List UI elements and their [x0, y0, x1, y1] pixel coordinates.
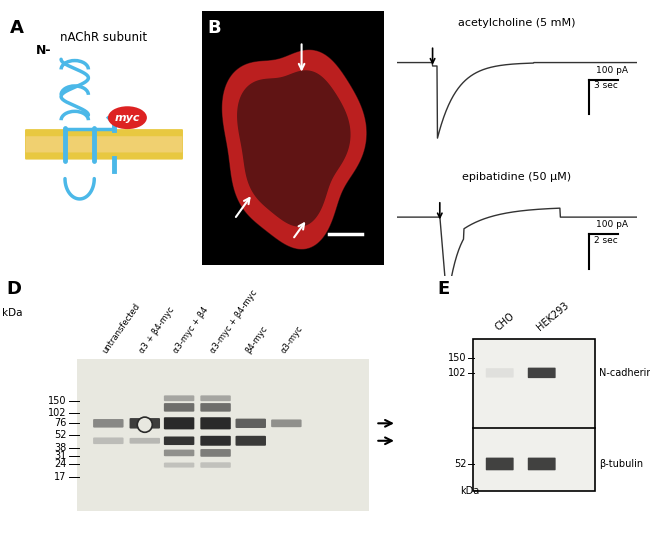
Text: 52: 52 [454, 459, 467, 469]
Text: 3 sec: 3 sec [594, 82, 618, 91]
Bar [77, 359, 369, 511]
Text: 76: 76 [54, 418, 66, 428]
FancyBboxPatch shape [200, 417, 231, 429]
FancyBboxPatch shape [486, 368, 514, 378]
Text: N-: N- [36, 44, 51, 57]
FancyBboxPatch shape [200, 462, 231, 468]
Polygon shape [222, 50, 366, 249]
Text: 150: 150 [448, 353, 467, 363]
Text: acetylcholine (5 mM): acetylcholine (5 mM) [458, 18, 575, 28]
Text: α3-myc + β4: α3-myc + β4 [172, 305, 211, 354]
FancyBboxPatch shape [93, 437, 124, 444]
Text: 17: 17 [54, 472, 66, 482]
Text: epibatidine (50 μM): epibatidine (50 μM) [462, 172, 571, 183]
Text: 2 sec: 2 sec [594, 236, 618, 245]
Text: untransfected: untransfected [101, 301, 142, 354]
FancyBboxPatch shape [200, 403, 231, 412]
Text: 102: 102 [448, 368, 467, 378]
Text: 150: 150 [48, 396, 66, 406]
Text: 100 pA: 100 pA [596, 66, 628, 75]
FancyBboxPatch shape [235, 436, 266, 446]
Text: D: D [6, 280, 21, 298]
Text: 52: 52 [54, 431, 66, 440]
FancyBboxPatch shape [25, 129, 183, 160]
Text: 38: 38 [54, 443, 66, 453]
Text: nAChR subunit: nAChR subunit [60, 31, 148, 44]
FancyBboxPatch shape [486, 458, 514, 470]
Text: A: A [10, 19, 24, 36]
Text: α3-myc: α3-myc [279, 323, 304, 354]
FancyBboxPatch shape [129, 438, 160, 444]
Ellipse shape [108, 106, 147, 129]
FancyBboxPatch shape [93, 419, 124, 428]
FancyBboxPatch shape [200, 395, 231, 401]
Text: 100 pA: 100 pA [596, 220, 628, 229]
Text: N-cadherin: N-cadherin [599, 368, 650, 378]
Text: 24: 24 [54, 459, 66, 469]
Ellipse shape [137, 417, 152, 432]
Text: CHO: CHO [493, 311, 516, 332]
Text: B: B [207, 19, 220, 36]
Text: myc: myc [114, 113, 140, 123]
FancyBboxPatch shape [129, 418, 160, 428]
Text: β-tubulin: β-tubulin [599, 459, 644, 469]
FancyBboxPatch shape [164, 449, 194, 456]
Text: 31: 31 [54, 451, 66, 461]
Text: kDa: kDa [460, 486, 479, 496]
FancyBboxPatch shape [200, 449, 231, 457]
FancyBboxPatch shape [271, 420, 302, 427]
Text: β4-myc: β4-myc [243, 324, 268, 354]
FancyBboxPatch shape [164, 403, 194, 412]
Text: E: E [438, 280, 450, 298]
Text: HEK293: HEK293 [536, 300, 571, 332]
FancyBboxPatch shape [164, 395, 194, 401]
FancyBboxPatch shape [235, 418, 266, 428]
Text: kDa: kDa [2, 308, 23, 319]
FancyBboxPatch shape [528, 368, 556, 378]
PathPatch shape [222, 50, 366, 249]
FancyBboxPatch shape [164, 463, 194, 468]
Polygon shape [222, 50, 366, 249]
Bar [473, 339, 595, 491]
Text: 102: 102 [48, 408, 66, 418]
FancyBboxPatch shape [164, 437, 194, 445]
FancyBboxPatch shape [200, 436, 231, 446]
Text: α3 + β4-myc: α3 + β4-myc [137, 305, 176, 354]
Text: α3-myc + β4-myc: α3-myc + β4-myc [208, 288, 259, 354]
FancyBboxPatch shape [25, 136, 183, 152]
FancyBboxPatch shape [528, 458, 556, 470]
FancyBboxPatch shape [164, 417, 194, 429]
